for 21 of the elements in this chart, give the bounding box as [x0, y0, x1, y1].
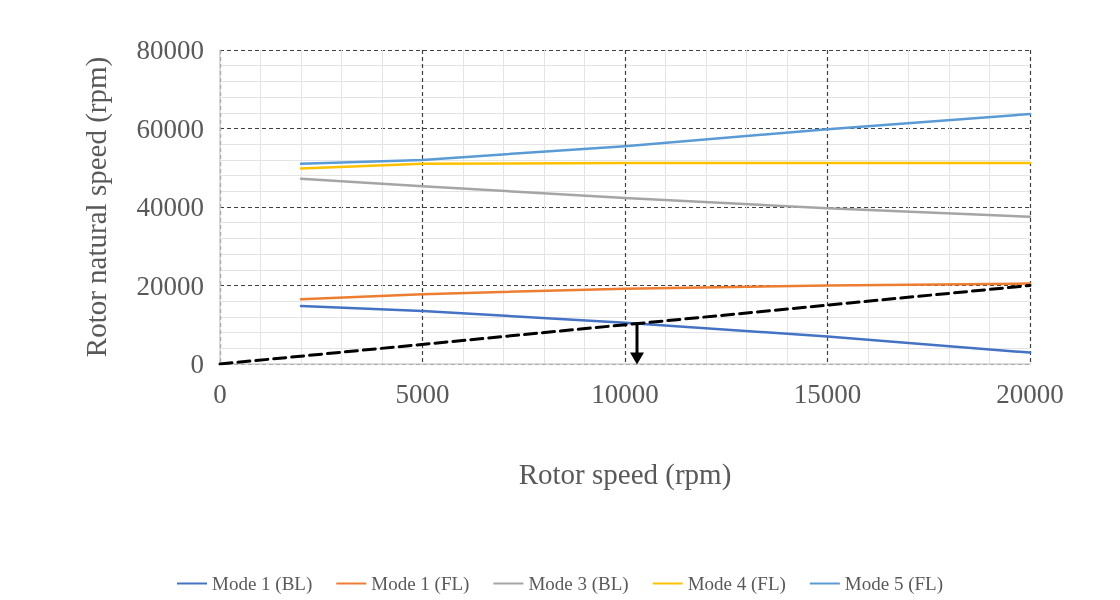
y-tick-label: 60000: [136, 113, 204, 144]
x-tick-label: 20000: [996, 378, 1064, 409]
line-series: [299, 177, 1032, 219]
legend-label: Mode 1 (FL): [371, 573, 470, 595]
legend-label: Mode 4 (FL): [687, 573, 786, 595]
x-tick-label: 15000: [793, 378, 862, 409]
y-tick-label: 80000: [136, 35, 204, 65]
legend-label: Mode 3 (BL): [528, 573, 629, 595]
x-tick-label: 5000: [395, 378, 450, 409]
x-tick-label: 10000: [591, 378, 659, 409]
legend-label: Mode 1 (BL): [212, 573, 313, 595]
x-axis-title: Rotor speed (rpm): [518, 457, 732, 491]
x-tick-label: 0: [213, 378, 227, 409]
y-tick-label: 40000: [136, 192, 204, 222]
line-series: [299, 282, 1032, 301]
line-series: [299, 112, 1032, 166]
line-series: [299, 304, 1032, 354]
y-axis-title: Rotor natural speed (rpm): [79, 56, 113, 358]
y-tick-label: 20000: [136, 270, 204, 301]
y-tick-label: 0: [190, 349, 204, 379]
legend-label: Mode 5 (FL): [844, 573, 943, 595]
